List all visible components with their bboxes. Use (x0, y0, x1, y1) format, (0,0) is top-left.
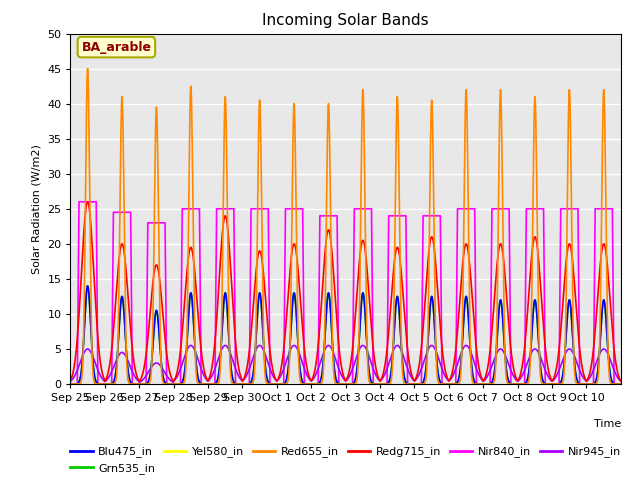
Red655_in (417, 381, 424, 387)
Nir840_in (179, 206, 187, 212)
Title: Incoming Solar Bands: Incoming Solar Bands (262, 13, 429, 28)
Grn535_in (136, 381, 143, 387)
Red655_in (500, 308, 508, 313)
Yel580_in (67, 381, 74, 387)
Text: Time: Time (593, 419, 621, 429)
Blu475_in (617, 381, 625, 387)
Grn535_in (611, 381, 619, 387)
Redg715_in (465, 254, 473, 260)
Legend: Blu475_in, Grn535_in, Yel580_in, Red655_in, Redg715_in, Nir840_in, Nir945_in: Blu475_in, Grn535_in, Yel580_in, Red655_… (66, 442, 625, 479)
Grn535_in (617, 381, 625, 387)
Yel580_in (180, 376, 188, 382)
Nir840_in (611, 381, 619, 387)
Nir840_in (465, 206, 472, 212)
Grn535_in (67, 381, 74, 387)
Grn535_in (417, 381, 424, 387)
Blu475_in (465, 322, 473, 328)
Grn535_in (465, 322, 473, 328)
Line: Redg715_in: Redg715_in (70, 202, 621, 382)
Grn535_in (180, 376, 188, 382)
Text: BA_arable: BA_arable (81, 41, 152, 54)
Yel580_in (533, 314, 541, 320)
Red655_in (84, 66, 92, 72)
Line: Yel580_in: Yel580_in (70, 286, 621, 384)
Nir840_in (533, 206, 541, 212)
Blu475_in (500, 336, 508, 341)
Nir945_in (611, 369, 619, 375)
Redg715_in (533, 242, 541, 248)
Blu475_in (180, 376, 188, 382)
Nir945_in (533, 348, 541, 353)
Nir945_in (179, 358, 187, 363)
Line: Nir945_in: Nir945_in (70, 346, 621, 383)
Red655_in (180, 381, 188, 386)
Blu475_in (533, 314, 541, 320)
Redg715_in (500, 261, 508, 267)
Red655_in (465, 260, 473, 266)
Red655_in (67, 381, 74, 387)
Nir945_in (617, 378, 625, 384)
Yel580_in (417, 381, 424, 387)
Y-axis label: Solar Radiation (W/m2): Solar Radiation (W/m2) (32, 144, 42, 274)
Red655_in (617, 381, 625, 387)
Redg715_in (617, 378, 625, 384)
Nir840_in (75, 199, 83, 204)
Red655_in (611, 381, 619, 387)
Nir945_in (500, 349, 508, 355)
Grn535_in (84, 283, 92, 289)
Nir840_in (500, 206, 508, 212)
Nir840_in (67, 381, 74, 387)
Nir945_in (465, 345, 473, 351)
Blu475_in (67, 381, 74, 387)
Red655_in (136, 381, 143, 387)
Blu475_in (136, 381, 143, 387)
Line: Nir840_in: Nir840_in (70, 202, 621, 384)
Yel580_in (500, 336, 508, 341)
Yel580_in (136, 381, 143, 387)
Grn535_in (500, 336, 508, 341)
Line: Grn535_in: Grn535_in (70, 286, 621, 384)
Yel580_in (617, 381, 625, 387)
Redg715_in (67, 377, 74, 383)
Yel580_in (84, 283, 92, 289)
Redg715_in (136, 379, 143, 384)
Line: Red655_in: Red655_in (70, 69, 621, 384)
Blu475_in (84, 283, 92, 289)
Redg715_in (611, 354, 619, 360)
Blu475_in (611, 381, 619, 387)
Grn535_in (533, 314, 541, 320)
Nir945_in (67, 378, 74, 384)
Redg715_in (417, 354, 424, 360)
Nir945_in (187, 343, 195, 348)
Nir945_in (417, 369, 424, 374)
Yel580_in (611, 381, 619, 387)
Line: Blu475_in: Blu475_in (70, 286, 621, 384)
Redg715_in (180, 314, 188, 320)
Nir840_in (617, 381, 625, 387)
Redg715_in (84, 199, 92, 204)
Nir945_in (136, 380, 143, 385)
Nir840_in (417, 381, 424, 387)
Blu475_in (417, 381, 424, 387)
Yel580_in (465, 322, 473, 328)
Red655_in (533, 207, 541, 213)
